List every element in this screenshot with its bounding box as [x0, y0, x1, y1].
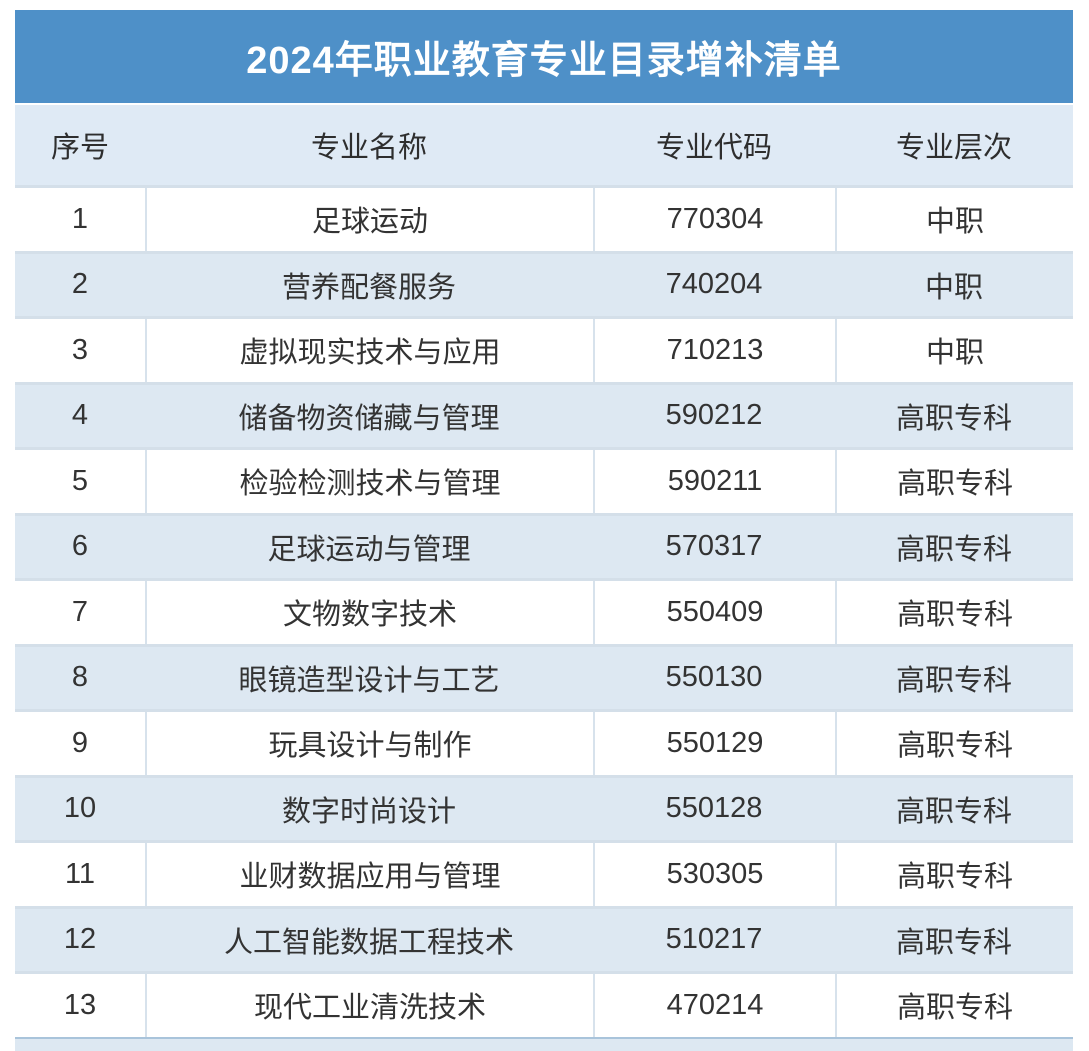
- table-row: 11 业财数据应用与管理 530305 高职专科: [15, 840, 1073, 906]
- cell-major-name: 足球运动与管理: [267, 533, 471, 566]
- cell-major-code: 550128: [665, 792, 763, 825]
- table-row: 13 现代工业清洗技术 470214 高职专科: [15, 971, 1073, 1037]
- cell-major-code: 590212: [665, 399, 763, 432]
- cell-major-name: 玩具设计与制作: [145, 712, 593, 775]
- cell-serial-number: 9: [71, 726, 89, 759]
- cell-major-name: 储备物资储藏与管理: [238, 402, 500, 435]
- cell-major-code: 770304: [593, 188, 835, 251]
- column-header-major-code: 专业代码: [655, 132, 772, 164]
- table-title-banner: 2024年职业教育专业目录增补清单: [15, 10, 1073, 103]
- cell-major-level: 高职专科: [835, 581, 1073, 644]
- table-body: 1 足球运动 770304 中职 2 营养配餐服务 740204 中职 3 虚拟…: [15, 185, 1073, 1037]
- cell-major-code: 550409: [593, 581, 835, 644]
- table-row: 7 文物数字技术 550409 高职专科: [15, 578, 1073, 644]
- cell-serial-number: 3: [71, 333, 89, 366]
- cell-major-name: 营养配餐服务: [281, 271, 456, 304]
- cell-major-name: 足球运动: [145, 188, 593, 251]
- table-title: 2024年职业教育专业目录增补清单: [246, 40, 842, 82]
- cell-major-code: 550129: [593, 712, 835, 775]
- table-row: 6 足球运动与管理 570317 高职专科: [15, 512, 1073, 578]
- table-row: 8 眼镜造型设计与工艺 550130 高职专科: [15, 643, 1073, 709]
- cell-major-level: 中职: [835, 319, 1073, 382]
- supplement-table: 2024年职业教育专业目录增补清单 序号 专业名称 专业代码 专业层次 1 足球…: [15, 10, 1073, 1051]
- cell-serial-number: 10: [63, 792, 97, 825]
- cell-major-level: 高职专科: [835, 974, 1073, 1037]
- cell-major-name: 业财数据应用与管理: [145, 843, 593, 906]
- cell-major-level: 高职专科: [835, 712, 1073, 775]
- cell-major-name: 人工智能数据工程技术: [223, 926, 514, 959]
- cell-major-code: 470214: [593, 974, 835, 1037]
- partial-clipped-row: [15, 1036, 1073, 1051]
- table-row: 3 虚拟现实技术与应用 710213 中职: [15, 316, 1073, 382]
- cell-major-level: 高职专科: [895, 533, 1012, 566]
- table-row: 1 足球运动 770304 中职: [15, 185, 1073, 251]
- cell-serial-number: 11: [64, 857, 96, 890]
- cell-major-name: 眼镜造型设计与工艺: [238, 664, 500, 697]
- cell-serial-number: 6: [71, 530, 89, 563]
- cell-major-level: 高职专科: [835, 450, 1073, 513]
- cell-major-level: 高职专科: [895, 664, 1012, 697]
- cell-serial-number: 7: [71, 595, 89, 628]
- cell-major-level: 高职专科: [835, 843, 1073, 906]
- cell-major-code: 550130: [665, 661, 763, 694]
- cell-major-code: 570317: [665, 530, 763, 563]
- cell-major-level: 中职: [924, 271, 983, 304]
- cell-major-level: 中职: [835, 188, 1073, 251]
- cell-major-level: 高职专科: [895, 795, 1012, 828]
- cell-major-level: 高职专科: [895, 926, 1012, 959]
- cell-major-name: 数字时尚设计: [281, 795, 456, 828]
- table-row: 10 数字时尚设计 550128 高职专科: [15, 774, 1073, 840]
- column-header-major-name: 专业名称: [310, 132, 427, 164]
- cell-major-code: 530305: [593, 843, 835, 906]
- cell-serial-number: 2: [71, 268, 89, 301]
- cell-major-code: 590211: [593, 450, 835, 513]
- cell-major-code: 710213: [593, 319, 835, 382]
- cell-major-name: 虚拟现实技术与应用: [145, 319, 593, 382]
- column-header-serial-number: 序号: [50, 132, 109, 164]
- table-header-row: 序号 专业名称 专业代码 专业层次: [15, 103, 1073, 185]
- cell-serial-number: 13: [63, 988, 97, 1021]
- table-row: 5 检验检测技术与管理 590211 高职专科: [15, 447, 1073, 513]
- cell-serial-number: 8: [71, 661, 89, 694]
- cell-serial-number: 4: [71, 399, 89, 432]
- cell-major-level: 高职专科: [895, 402, 1012, 435]
- column-header-major-level: 专业层次: [895, 132, 1012, 164]
- cell-major-name: 现代工业清洗技术: [145, 974, 593, 1037]
- cell-major-name: 检验检测技术与管理: [145, 450, 593, 513]
- cell-major-code: 510217: [665, 923, 763, 956]
- table-row: 9 玩具设计与制作 550129 高职专科: [15, 709, 1073, 775]
- cell-serial-number: 1: [71, 202, 89, 235]
- cell-serial-number: 12: [63, 923, 97, 956]
- table-row: 12 人工智能数据工程技术 510217 高职专科: [15, 905, 1073, 971]
- table-row: 2 营养配餐服务 740204 中职: [15, 250, 1073, 316]
- cell-major-code: 740204: [665, 268, 763, 301]
- table-row: 4 储备物资储藏与管理 590212 高职专科: [15, 381, 1073, 447]
- cell-serial-number: 5: [71, 464, 89, 497]
- cell-major-name: 文物数字技术: [145, 581, 593, 644]
